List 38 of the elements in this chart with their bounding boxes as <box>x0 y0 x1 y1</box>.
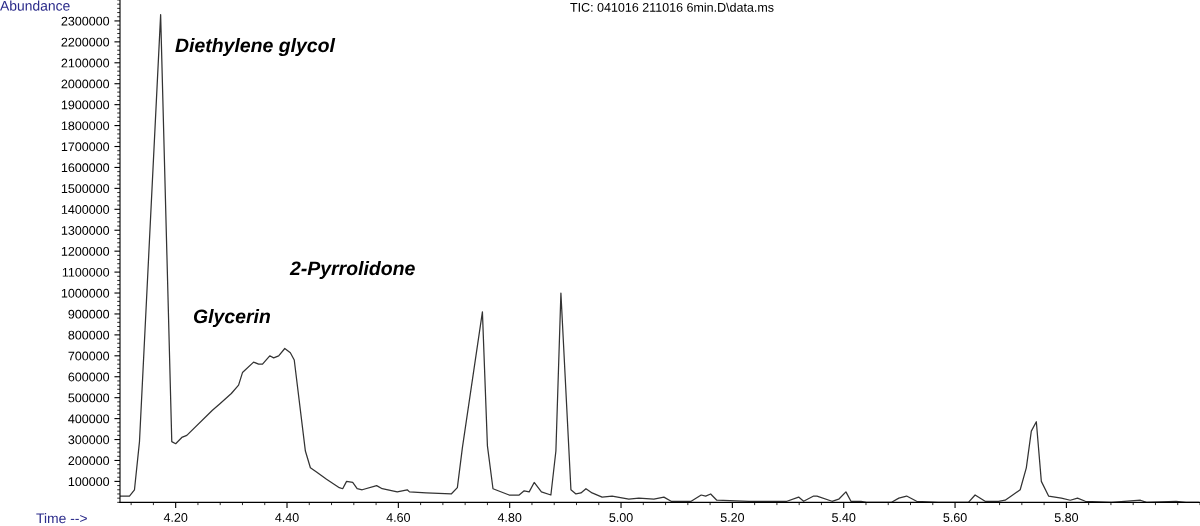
x-axis-title: Time --> <box>36 513 87 524</box>
x-tick-label: 4.60 <box>386 513 411 522</box>
y-tick-label: 1200000 <box>61 246 110 256</box>
x-tick-label: 5.20 <box>720 513 745 522</box>
x-tick-label: 5.00 <box>609 513 633 522</box>
y-tick-label: 600000 <box>68 372 110 382</box>
y-tick-label: 2000000 <box>61 79 110 89</box>
y-tick-label: 1100000 <box>62 267 110 277</box>
y-tick-label: 100000 <box>68 477 110 487</box>
x-tick-label: 5.40 <box>832 513 856 522</box>
y-tick-label: 200000 <box>68 456 110 466</box>
y-tick-label: 1800000 <box>61 121 110 131</box>
y-tick-label: 1500000 <box>61 184 110 194</box>
y-tick-label: 2100000 <box>61 58 110 68</box>
x-tick-label: 4.40 <box>275 513 299 522</box>
annotation: Glycerin <box>193 308 270 328</box>
y-tick-label: 500000 <box>68 393 110 403</box>
y-tick-label: 900000 <box>68 309 110 319</box>
y-tick-label: 1000000 <box>61 288 110 298</box>
x-tick-label: 4.20 <box>163 513 188 522</box>
x-tick-label: 4.80 <box>497 513 522 522</box>
y-tick-label: 1400000 <box>61 205 110 214</box>
y-tick-label: 1300000 <box>61 226 110 235</box>
annotation: 2-Pyrrolidone <box>289 260 415 280</box>
y-tick-label: 2300000 <box>61 16 110 26</box>
x-tick-label: 5.80 <box>1054 513 1079 522</box>
y-tick-label: 1900000 <box>61 100 110 110</box>
y-tick-label: 300000 <box>68 435 110 445</box>
annotation: Diethylene glycol <box>175 37 336 57</box>
chart-title: TIC: 041016 211016 6min.D\data.ms <box>570 2 774 12</box>
y-tick-label: 800000 <box>68 330 110 340</box>
y-tick-label: 1600000 <box>61 163 110 173</box>
y-tick-label: 400000 <box>68 414 110 424</box>
y-tick-label: 700000 <box>68 351 110 361</box>
y-axis-title: Abundance <box>0 0 70 11</box>
y-tick-label: 2200000 <box>61 37 110 47</box>
x-tick-label: 5.60 <box>943 513 967 522</box>
y-tick-label: 1700000 <box>61 142 110 152</box>
